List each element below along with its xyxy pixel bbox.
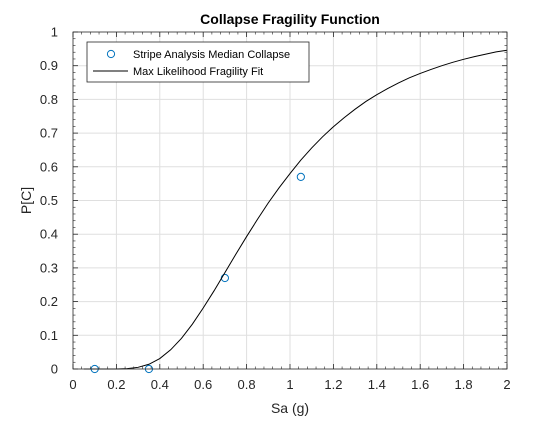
- grid: [73, 32, 507, 369]
- x-tick-label: 0: [69, 377, 76, 392]
- legend: Stripe Analysis Median Collapse Max Like…: [86, 41, 310, 83]
- y-tick-label: 0.9: [40, 58, 58, 73]
- x-tick-label: 2: [503, 377, 510, 392]
- x-tick-label: 0.8: [238, 377, 256, 392]
- x-tick-label: 0.6: [194, 377, 212, 392]
- y-tick-label: 0: [51, 362, 58, 377]
- legend-box: [86, 41, 310, 83]
- y-tick-label: 0.8: [40, 92, 58, 107]
- x-tick-label: 1.8: [455, 377, 473, 392]
- chart-title: Collapse Fragility Function: [200, 11, 380, 27]
- x-tick-label: 0.4: [151, 377, 169, 392]
- fragility-fit-line: [83, 49, 508, 370]
- y-tick-label: 0.5: [40, 193, 58, 208]
- x-tick-label: 0.2: [107, 377, 125, 392]
- y-axis-label: P[C]: [18, 187, 34, 214]
- y-tick-label: 1: [51, 25, 58, 40]
- x-tick-label: 1.2: [324, 377, 342, 392]
- y-tick-label: 0.6: [40, 159, 58, 174]
- y-tick-label: 0.4: [40, 227, 58, 242]
- data-point-median-collapse: [296, 172, 305, 182]
- x-tick-label: 1.4: [368, 377, 386, 392]
- y-tick-label: 0.7: [40, 126, 58, 141]
- x-axis-label: Sa (g): [271, 400, 309, 416]
- y-tick-label: 0.3: [40, 260, 58, 275]
- legend-marker-circle: [106, 49, 116, 59]
- x-tick-label: 1.6: [411, 377, 429, 392]
- ticks: 0 0.2 0.4 0.6 0.8 1 1.2 1.4 1.6 1.8 2 0 0.1 0.2 0.3 0.4…: [40, 25, 511, 393]
- y-tick-label: 0.1: [40, 328, 58, 343]
- y-tick-label: 0.2: [40, 294, 58, 309]
- legend-label-fragility-fit: Max Likelihood Fragility Fit: [133, 66, 263, 78]
- x-tick-label: 1: [286, 377, 293, 392]
- legend-label-median-collapse: Stripe Analysis Median Collapse: [133, 49, 290, 61]
